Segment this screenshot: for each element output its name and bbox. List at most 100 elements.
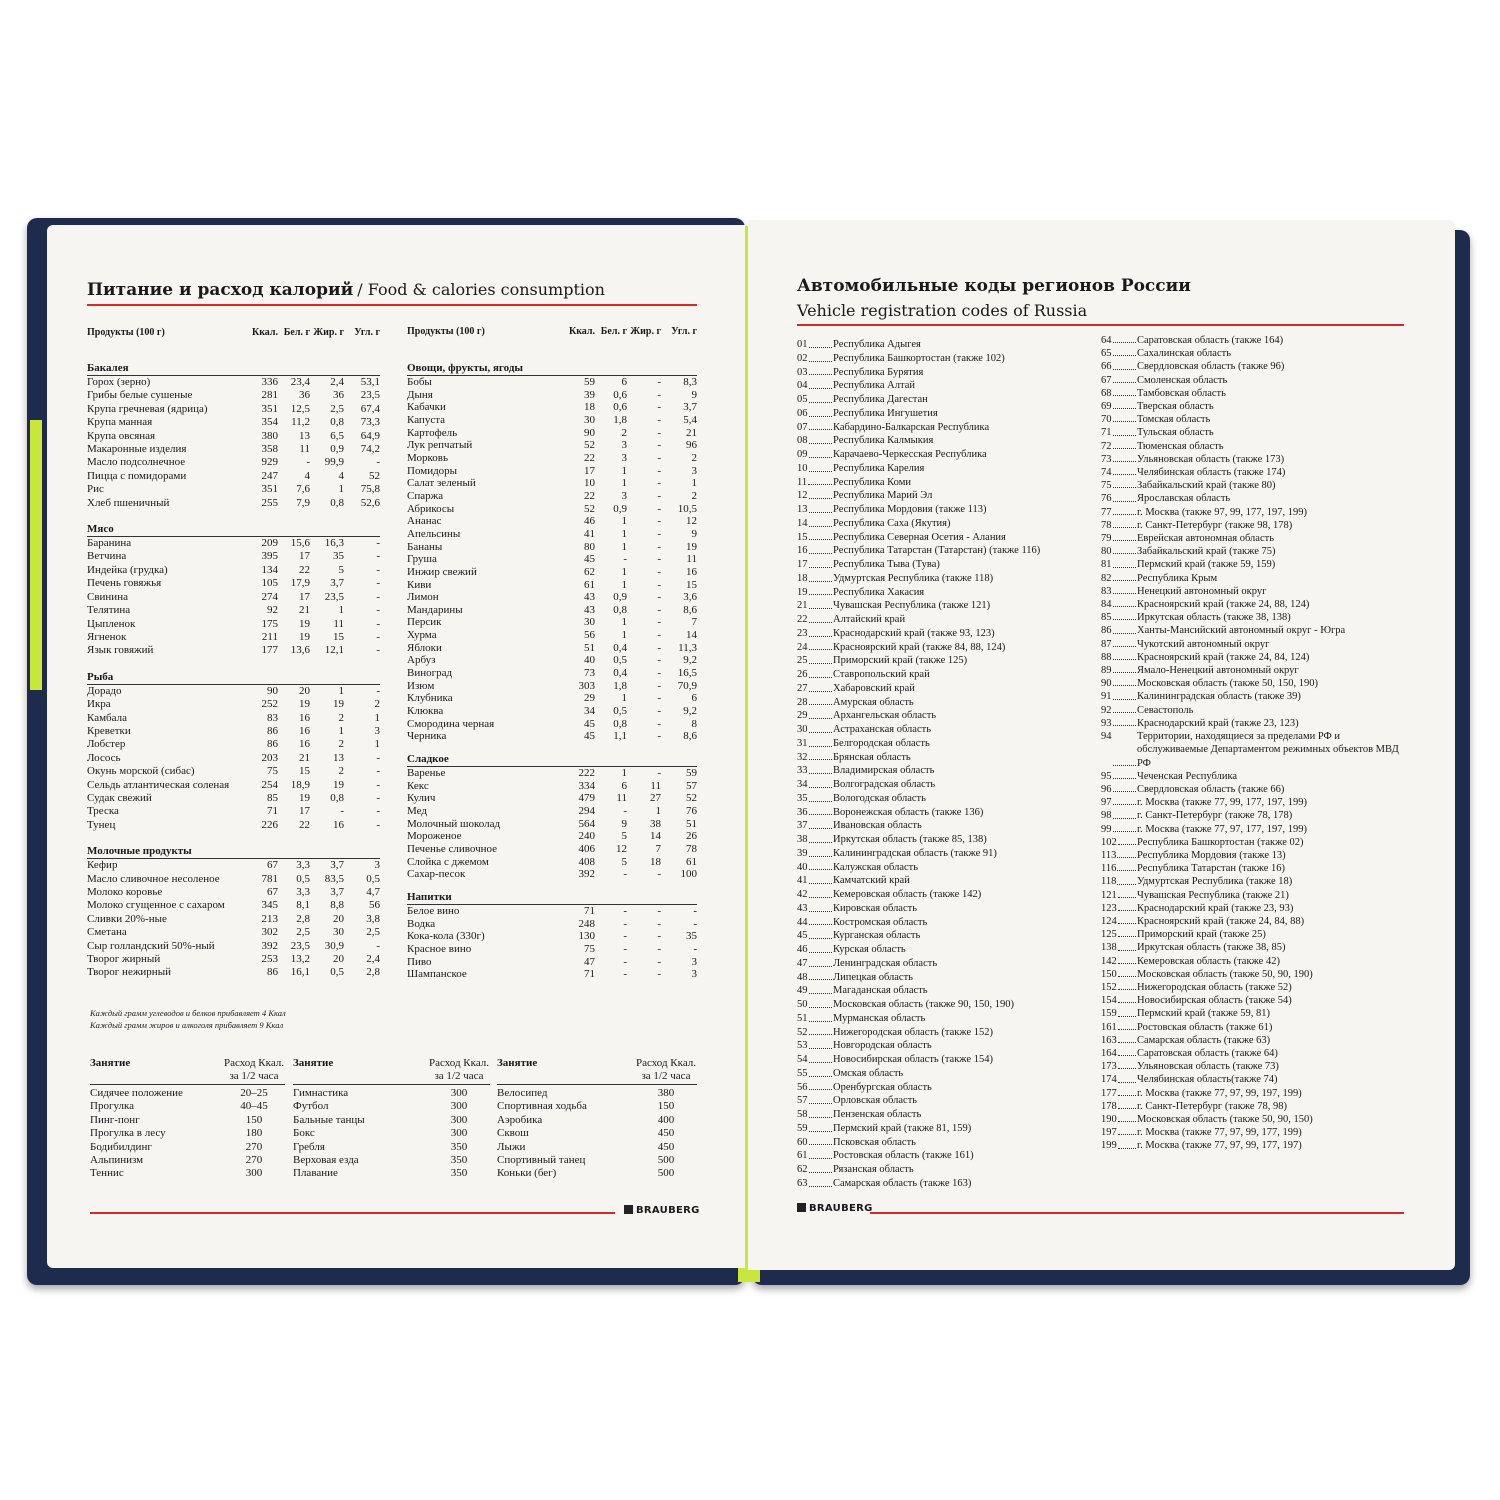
activity-row: Альпинизм 270 <box>90 1154 285 1167</box>
code-row: 89 Ямало-Ненецкий автономный округ <box>1101 664 1404 677</box>
food-value: 130 <box>578 930 596 943</box>
code-cell: 125 <box>1101 928 1137 941</box>
region-code: 62 <box>797 1164 808 1175</box>
food-row: Хурма 56 1 - 14 <box>407 629 697 642</box>
food-name: Пиво <box>407 955 432 968</box>
code-row: 61 Ростовская область (также 161) <box>797 1149 1087 1163</box>
region-name: Чукотский автономный округ <box>1137 638 1270 650</box>
food-value: - <box>657 477 661 490</box>
leader <box>1112 796 1136 806</box>
leader <box>1117 1034 1136 1043</box>
food-row: Лосось 203 21 13 - <box>87 752 380 765</box>
leader <box>1112 453 1136 463</box>
leader <box>1112 558 1136 568</box>
food-row: Виноград 73 0,4 - 16,5 <box>407 667 697 680</box>
food-row: Крупа гречневая (ядрица) 351 12,5 2,5 67,4 <box>87 403 380 416</box>
code-row: 34 Волгоградская область <box>797 778 1087 792</box>
food-name: Дорадо <box>87 684 122 697</box>
leader <box>1112 585 1136 595</box>
region-code: 97 <box>1101 797 1112 809</box>
food-name: Кабачки <box>407 401 446 414</box>
leader <box>808 751 832 761</box>
code-row: 11 Республика Коми <box>797 476 1087 490</box>
code-row: 05 Республика Дагестан <box>797 393 1087 407</box>
region-name: Республика Северная Осетия - Алания <box>833 531 1006 543</box>
region-name: Красноярский край (также 24, 84, 88) <box>1137 915 1305 927</box>
code-row: 30 Астраханская область <box>797 723 1087 737</box>
code-row: 03 Республика Бурятия <box>797 366 1087 380</box>
food-name: Изюм <box>407 679 435 692</box>
activity-value: 20–25 <box>240 1087 268 1099</box>
food-value: 22 <box>584 489 595 502</box>
activity-row: Спортивная ходьба 150 <box>497 1100 697 1113</box>
food-name: Помидоры <box>407 464 458 477</box>
food-row: Арбуз 40 0,5 - 9,2 <box>407 654 697 667</box>
activity-name: Коньки (бег) <box>497 1167 557 1180</box>
code-cell: 76 <box>1101 492 1137 505</box>
region-name: Омская область <box>833 1067 904 1079</box>
column-header: Угл. г <box>354 327 380 338</box>
column-header: Расход Ккал. за 1/2 часа <box>428 1057 490 1082</box>
food-value: 0,5 <box>296 872 310 885</box>
food-value: 5 <box>621 855 628 868</box>
code-row: 85 Иркутская область (также 38, 138) <box>1101 611 1404 624</box>
food-value: 16 <box>299 738 310 751</box>
region-code: 41 <box>797 875 808 887</box>
food-row: Слойка с джемом 408 5 18 61 <box>407 856 697 869</box>
food-value: 252 <box>261 698 279 711</box>
code-cell: 92 <box>1101 704 1137 717</box>
leader <box>808 957 832 967</box>
food-name: Творог нежирный <box>87 966 171 979</box>
code-row: 118 Удмуртская Республика (также 18) <box>1101 875 1404 888</box>
food-value: - <box>340 805 344 818</box>
bottom-rule <box>90 1212 615 1214</box>
food-name: Инжир свежий <box>407 565 477 578</box>
code-row: 60 Псковская область <box>797 1136 1087 1150</box>
code-cell: 67 <box>1101 374 1137 387</box>
food-value: 41 <box>584 527 595 540</box>
food-row: Цыпленок 175 19 11 - <box>87 618 380 631</box>
food-value: 13,2 <box>290 953 310 966</box>
region-code: 35 <box>797 792 808 804</box>
region-name: Сахалинская область <box>1137 348 1231 360</box>
region-name: Калужская область <box>833 861 919 873</box>
food-value: 16 <box>299 724 310 737</box>
food-value: 2,4 <box>366 953 380 966</box>
food-value: 0,4 <box>613 667 627 680</box>
code-cell: 83 <box>1101 585 1137 598</box>
food-value: 83 <box>267 711 278 724</box>
leader <box>808 668 832 678</box>
food-value: - <box>657 904 661 917</box>
code-cell: 71 <box>1101 426 1137 439</box>
section-title: Напитки <box>407 891 697 905</box>
food-value: 16 <box>686 565 697 578</box>
activity-value: 350 <box>450 1167 468 1180</box>
food-value: 14 <box>686 629 697 642</box>
food-value: 781 <box>261 872 279 885</box>
food-value: 3,3 <box>296 886 310 898</box>
food-name: Апельсины <box>407 527 461 540</box>
code-row: 04 Республика Алтай <box>797 379 1087 393</box>
code-row: 164 Саратовская область (также 64) <box>1101 1047 1404 1060</box>
code-row: 42 Кемеровская область (также 142) <box>797 888 1087 902</box>
food-row: Белое вино 71 - - - <box>407 905 697 918</box>
region-code: 07 <box>797 421 808 433</box>
region-name: Забайкальский край (также 80) <box>1137 480 1276 492</box>
region-code: 70 <box>1101 414 1112 426</box>
food-value: - <box>693 942 697 955</box>
food-value: - <box>657 868 661 881</box>
food-value: 15 <box>299 765 310 778</box>
activity-row: Лыжи 450 <box>497 1141 697 1154</box>
food-name: Мед <box>407 805 427 817</box>
food-value: 11 <box>686 553 697 566</box>
food-value: 16,5 <box>677 667 697 680</box>
region-name: Пермский край (также 81, 159) <box>833 1122 972 1134</box>
food-value: - <box>376 617 380 630</box>
region-name: Алтайский край <box>833 614 906 625</box>
region-code: 28 <box>797 696 808 708</box>
food-value: - <box>376 778 380 791</box>
food-value: 86 <box>267 724 278 737</box>
food-name: Окунь морской (сибас) <box>87 765 195 778</box>
leader <box>808 1149 832 1159</box>
region-name: г. Санкт-Петербург (также 98, 178) <box>1137 519 1293 531</box>
